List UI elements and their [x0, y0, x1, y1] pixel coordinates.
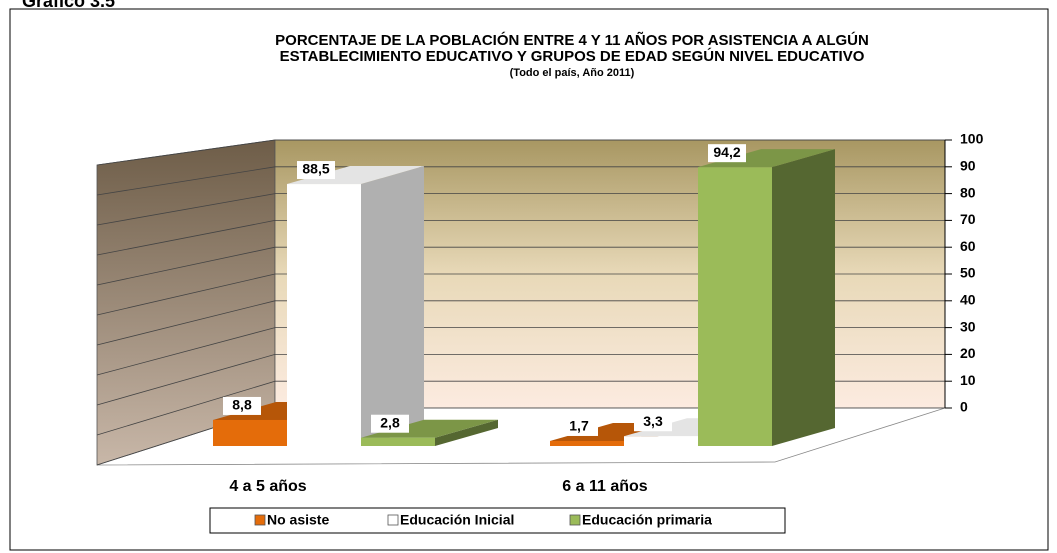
grid-line: [96, 193, 276, 226]
grid-line: [96, 220, 276, 256]
bar-side: [361, 166, 424, 447]
chart-title: ESTABLECIMIENTO EDUCATIVO Y GRUPOS DE ED…: [280, 47, 865, 65]
value-label: 1,7: [569, 418, 589, 434]
value-label: 2,8: [380, 414, 400, 430]
legend-label: Educación Inicial: [400, 512, 514, 528]
grid-line: [96, 354, 276, 406]
value-label-box: [634, 413, 672, 432]
legend-label: Educación primaria: [582, 512, 712, 528]
bar: [698, 167, 772, 446]
chart-subtitle: (Todo el país, Año 2011): [510, 67, 635, 79]
value-label: 3,3: [643, 413, 663, 429]
legend-marker: [254, 514, 266, 526]
y-tick-label: 90: [960, 158, 976, 174]
value-label-box: [371, 414, 409, 433]
grid-line: [96, 246, 276, 286]
legend-marker: [387, 514, 399, 526]
bar-side: [435, 419, 498, 446]
value-label-box: [708, 144, 746, 163]
bar: [213, 419, 287, 446]
bar: [550, 440, 624, 446]
legend-label: No asiste: [267, 512, 329, 528]
y-tick-label: 10: [960, 372, 976, 388]
value-label-box: [297, 161, 335, 180]
grid-line: [96, 327, 276, 376]
value-label: 8,8: [232, 397, 252, 413]
bar-top: [287, 166, 424, 185]
chart-title: PORCENTAJE DE LA POBLACIÓN ENTRE 4 Y 11 …: [275, 31, 869, 49]
bar-side: [772, 149, 835, 446]
value-label: 94,2: [713, 144, 740, 160]
bar: [287, 184, 361, 447]
grid-line: [96, 300, 276, 346]
bar-top: [698, 149, 835, 168]
bar-top: [361, 419, 498, 438]
value-label-box: [560, 417, 598, 436]
y-tick-label: 70: [960, 211, 976, 227]
y-tick-label: 30: [960, 318, 976, 334]
value-label: 88,5: [302, 161, 329, 177]
caption: Gráfico 3.5: [22, 0, 115, 11]
y-tick-label: 20: [960, 345, 976, 361]
grid-line: [96, 139, 276, 166]
chart-frame: [9, 8, 1049, 551]
x-tick-label: 6 a 11 años: [562, 478, 647, 495]
legend: [209, 507, 786, 534]
bar: [624, 436, 698, 446]
x-tick-label: 4 a 5 años: [229, 478, 306, 495]
y-tick-label: 40: [960, 292, 976, 308]
y-tick-label: 80: [960, 184, 976, 200]
y-tick-label: 60: [960, 238, 976, 254]
value-label-box: [223, 396, 261, 415]
y-tick-label: 0: [960, 399, 968, 415]
y-tick-label: 100: [960, 131, 984, 147]
grid-line: [96, 380, 276, 436]
bar: [361, 437, 435, 446]
legend-marker: [569, 514, 581, 526]
grid-line: [96, 273, 276, 316]
y-tick-label: 50: [960, 265, 976, 281]
grid-line: [96, 166, 276, 196]
